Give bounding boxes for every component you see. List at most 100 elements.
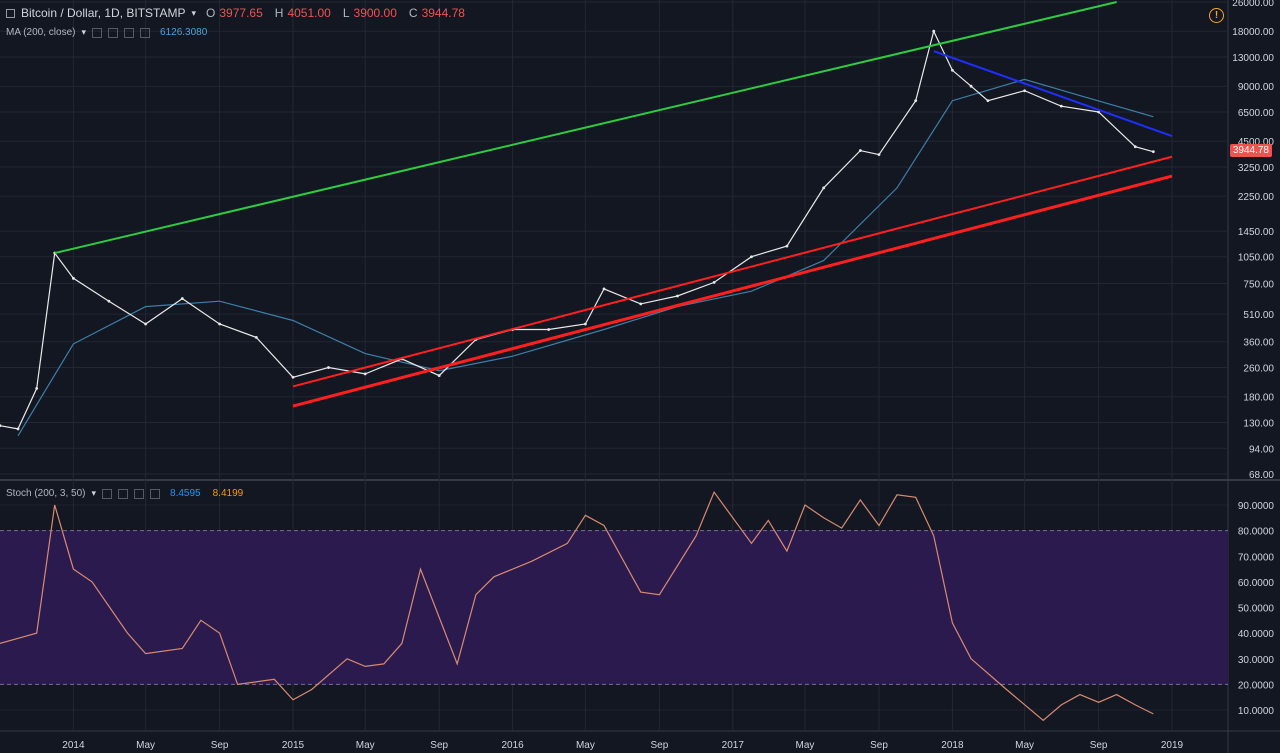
low-value: 3900.00	[353, 6, 397, 20]
price-point	[969, 84, 973, 88]
ma-label[interactable]: MA (200, close)	[6, 27, 76, 38]
price-point	[602, 287, 606, 291]
chevron-down-icon[interactable]: ▾	[81, 27, 87, 37]
stoch-tick-label: 50.0000	[1238, 604, 1275, 615]
warning-icon[interactable]: !	[1209, 8, 1224, 23]
x-tick-label: 2015	[282, 740, 305, 751]
stoch-tick-label: 30.0000	[1238, 655, 1275, 666]
y-tick-label: 2250.00	[1238, 192, 1275, 203]
axes: 2014 May Sep 2015 May Sep 2016 May Sep 2017 May Sep…	[62, 0, 1274, 751]
y-tick-label: 1050.00	[1238, 253, 1275, 264]
stoch-tick-label: 70.0000	[1238, 552, 1275, 563]
price-point	[363, 372, 367, 376]
y-tick-label: 3250.00	[1238, 163, 1275, 174]
price-point	[951, 68, 954, 72]
stoch-tick-label: 40.0000	[1238, 629, 1275, 640]
price-point	[1097, 110, 1100, 114]
price-point	[437, 374, 441, 377]
stoch-k-value: 8.4595	[170, 488, 201, 499]
stoch-tick-label: 80.0000	[1238, 527, 1275, 538]
x-tick-label: Sep	[870, 740, 888, 751]
open-value: 3977.65	[219, 6, 263, 20]
collapse-icon[interactable]	[6, 8, 15, 18]
y-tick-label: 130.00	[1243, 419, 1274, 430]
x-tick-label: 2017	[722, 740, 745, 751]
price-point	[72, 276, 75, 280]
red-trend-line	[292, 155, 1173, 388]
y-tick-label: 180.00	[1243, 393, 1274, 404]
add-icon[interactable]	[134, 488, 145, 499]
price-point	[785, 244, 789, 248]
stoch-line	[0, 490, 1154, 722]
chevron-down-icon[interactable]: ▾	[191, 7, 197, 18]
x-tick-label: 2019	[1161, 740, 1184, 751]
y-tick-label: 750.00	[1243, 279, 1274, 290]
price-point	[1059, 104, 1063, 108]
price-line	[0, 29, 1154, 430]
x-tick-label: May	[136, 740, 155, 751]
x-tick-label: May	[1015, 740, 1034, 751]
x-tick-label: May	[576, 740, 595, 751]
price-point	[877, 153, 881, 157]
settings-icon[interactable]	[118, 488, 129, 499]
stoch-label[interactable]: Stoch (200, 3, 50)	[6, 488, 86, 499]
y-tick-label: 6500.00	[1238, 108, 1275, 119]
symbol-legend: Bitcoin / Dollar, 1D, BITSTAMP ▾ O 3977.…	[6, 6, 473, 20]
x-tick-label: Sep	[211, 740, 229, 751]
x-tick-label: Sep	[1090, 740, 1108, 751]
y-tick-label: 68.00	[1249, 470, 1274, 481]
red-trend-line	[292, 174, 1173, 408]
price-point	[327, 366, 330, 369]
visibility-icon[interactable]	[92, 27, 103, 38]
x-tick-label: May	[356, 740, 375, 751]
high-value: 4051.00	[287, 6, 331, 20]
stoch-tick-label: 90.0000	[1238, 501, 1275, 512]
add-icon[interactable]	[124, 27, 135, 38]
green-trend-line	[54, 1, 1117, 255]
y-tick-label: 1450.00	[1238, 227, 1275, 238]
price-point	[291, 375, 295, 379]
price-point	[639, 302, 643, 306]
x-tick-label: 2014	[62, 740, 85, 751]
symbol-title[interactable]: Bitcoin / Dollar, 1D, BITSTAMP	[21, 6, 186, 20]
price-point	[822, 186, 826, 190]
y-tick-label: 4500.00	[1238, 137, 1275, 148]
high-label: H	[274, 6, 284, 20]
price-point	[1133, 145, 1137, 149]
stoch-tick-label: 20.0000	[1238, 680, 1275, 691]
y-tick-label: 260.00	[1243, 364, 1274, 375]
stoch-band	[0, 530, 1228, 685]
price-pane	[0, 1, 1173, 437]
price-point	[16, 427, 20, 431]
close-icon[interactable]	[140, 27, 151, 38]
x-tick-label: 2018	[941, 740, 964, 751]
stoch-d-value: 8.4199	[212, 488, 244, 499]
close-icon[interactable]	[150, 488, 161, 499]
stoch-legend: Stoch (200, 3, 50) ▾ 8.4595 8.4199	[6, 488, 243, 499]
x-tick-label: Sep	[430, 740, 448, 751]
x-tick-label: 2016	[501, 740, 524, 751]
price-point	[107, 299, 111, 303]
price-point	[583, 322, 587, 326]
price-point	[676, 294, 679, 298]
y-tick-label: 510.00	[1243, 310, 1274, 321]
y-tick-label: 360.00	[1243, 338, 1274, 349]
price-point	[986, 99, 990, 103]
ma-legend: MA (200, close) ▾ 6126.3080	[6, 27, 207, 38]
price-point	[218, 322, 221, 326]
y-tick-label: 18000.00	[1232, 27, 1274, 38]
chevron-down-icon[interactable]: ▾	[91, 488, 97, 498]
close-value: 3944.78	[421, 6, 465, 20]
visibility-icon[interactable]	[102, 488, 113, 499]
ma-line	[17, 78, 1154, 437]
low-label: L	[342, 6, 350, 20]
price-point	[750, 255, 753, 259]
price-point	[144, 322, 147, 326]
price-point	[712, 281, 716, 284]
settings-icon[interactable]	[108, 27, 119, 38]
blue-trend-line	[933, 50, 1173, 138]
close-label: C	[408, 6, 418, 20]
price-point	[35, 386, 39, 390]
stoch-tick-label: 60.0000	[1238, 578, 1275, 589]
